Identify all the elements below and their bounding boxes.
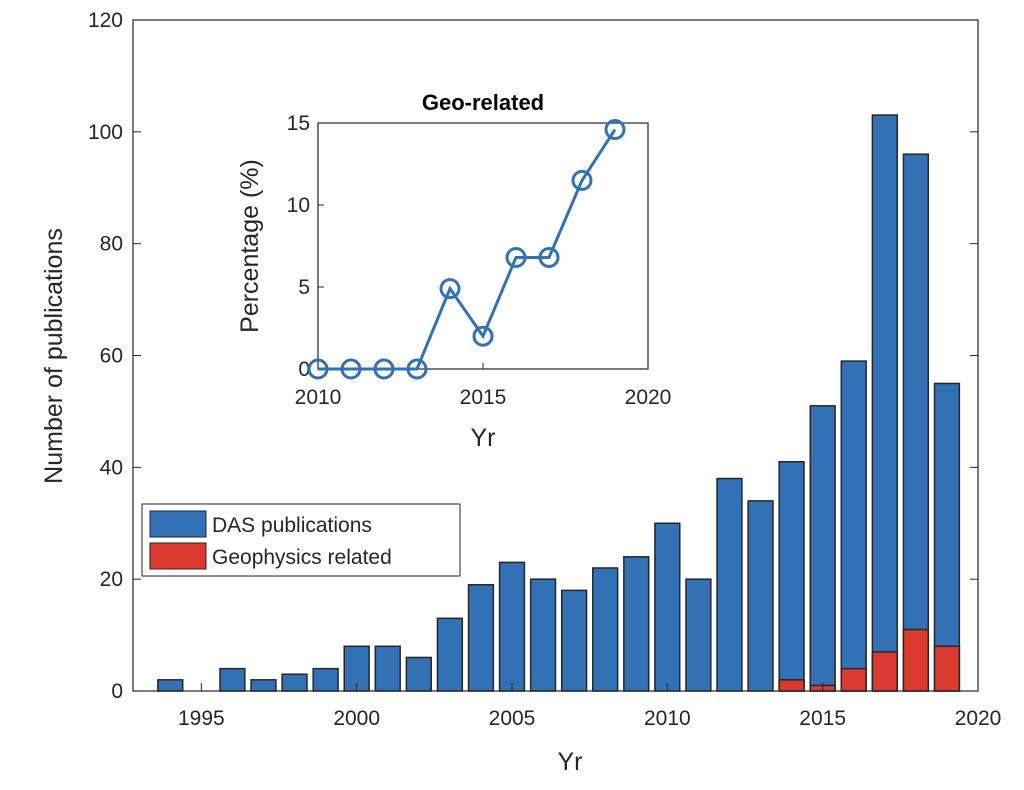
das-bar-2012 — [716, 477, 743, 692]
geophysics-bar-2017 — [871, 651, 898, 692]
percentage-point-2010 — [307, 358, 329, 380]
legend-swatch-geophysics — [149, 542, 207, 570]
das-bar-2018 — [902, 153, 930, 692]
percentage-point-2013 — [406, 358, 428, 380]
y-tick-label: 80 — [100, 233, 123, 256]
percentage-line — [318, 128, 617, 371]
das-bar-1999 — [312, 667, 339, 692]
x-tick-label: 1995 — [178, 707, 225, 730]
main-x-label: Yr — [558, 748, 583, 776]
legend-label-geophysics: Geophysics related — [212, 546, 392, 569]
das-bar-2004 — [467, 584, 495, 692]
das-bar-2011 — [685, 578, 712, 692]
inset-y-tick-label: 15 — [287, 112, 310, 135]
legend-swatch-das — [149, 510, 207, 538]
das-bar-2003 — [436, 617, 464, 692]
das-bar-2008 — [592, 567, 619, 692]
y-tick-label: 60 — [100, 345, 123, 368]
inset-axes-box — [317, 122, 649, 370]
das-bar-2016 — [840, 360, 867, 692]
das-bar-2019 — [933, 382, 961, 692]
inset-x-label: Yr — [471, 424, 496, 452]
x-tick-label: 2000 — [333, 707, 380, 730]
inset-x-tick-label: 2010 — [295, 386, 342, 409]
inset-x-tick-label: 2015 — [460, 386, 507, 409]
das-bar-2014 — [778, 460, 805, 692]
y-tick-label: 20 — [100, 568, 123, 591]
das-bar-1998 — [281, 673, 308, 692]
inset-x-tick-label: 2020 — [625, 386, 672, 409]
percentage-point-2014 — [439, 278, 461, 300]
das-bar-2007 — [560, 589, 588, 692]
geophysics-bar-2016 — [840, 667, 867, 692]
das-bar-2013 — [747, 500, 774, 692]
das-bar-2010 — [654, 522, 681, 692]
das-bar-1996 — [219, 667, 246, 692]
das-bar-2006 — [529, 578, 557, 692]
percentage-point-2016 — [505, 246, 527, 268]
percentage-point-2018 — [571, 169, 593, 191]
das-bar-1994 — [157, 679, 184, 692]
x-tick-label: 2005 — [489, 707, 536, 730]
das-bar-2009 — [623, 556, 650, 692]
y-tick-label: 100 — [88, 121, 123, 144]
percentage-point-2015 — [472, 325, 494, 347]
inset-y-label: Percentage (%) — [236, 159, 264, 333]
percentage-point-2019 — [604, 119, 626, 141]
percentage-point-2012 — [373, 358, 395, 380]
geophysics-bar-2014 — [778, 679, 805, 692]
inset-y-tick-label: 10 — [287, 194, 310, 217]
legend: DAS publications Geophysics related — [141, 503, 461, 577]
x-tick-label: 2015 — [799, 707, 846, 730]
das-bar-2001 — [374, 645, 401, 692]
das-bar-2017 — [871, 114, 898, 692]
y-tick-label: 40 — [100, 456, 123, 479]
inset-title: Geo-related — [422, 90, 544, 115]
x-tick-label: 2020 — [955, 707, 1002, 730]
percentage-point-2017 — [538, 246, 560, 268]
geophysics-bar-2019 — [933, 645, 961, 692]
inset-y-tick-label: 0 — [298, 358, 310, 381]
y-tick-label: 120 — [88, 9, 123, 32]
inset-chart: 2010 2015 2020 0 5 10 15 Geo-related Yr Percen… — [236, 90, 671, 452]
inset-y-tick-label: 5 — [298, 276, 310, 299]
percentage-point-2011 — [340, 358, 362, 380]
das-bar-2002 — [405, 656, 432, 692]
geophysics-bar-2018 — [902, 628, 930, 692]
y-tick-label: 0 — [111, 680, 123, 703]
x-tick-label: 2010 — [644, 707, 691, 730]
legend-label-das: DAS publications — [212, 514, 372, 537]
das-bar-2015 — [809, 405, 836, 692]
main-y-label: Number of publications — [40, 228, 68, 484]
das-bar-1997 — [250, 679, 277, 692]
das-bar-2005 — [498, 561, 526, 692]
